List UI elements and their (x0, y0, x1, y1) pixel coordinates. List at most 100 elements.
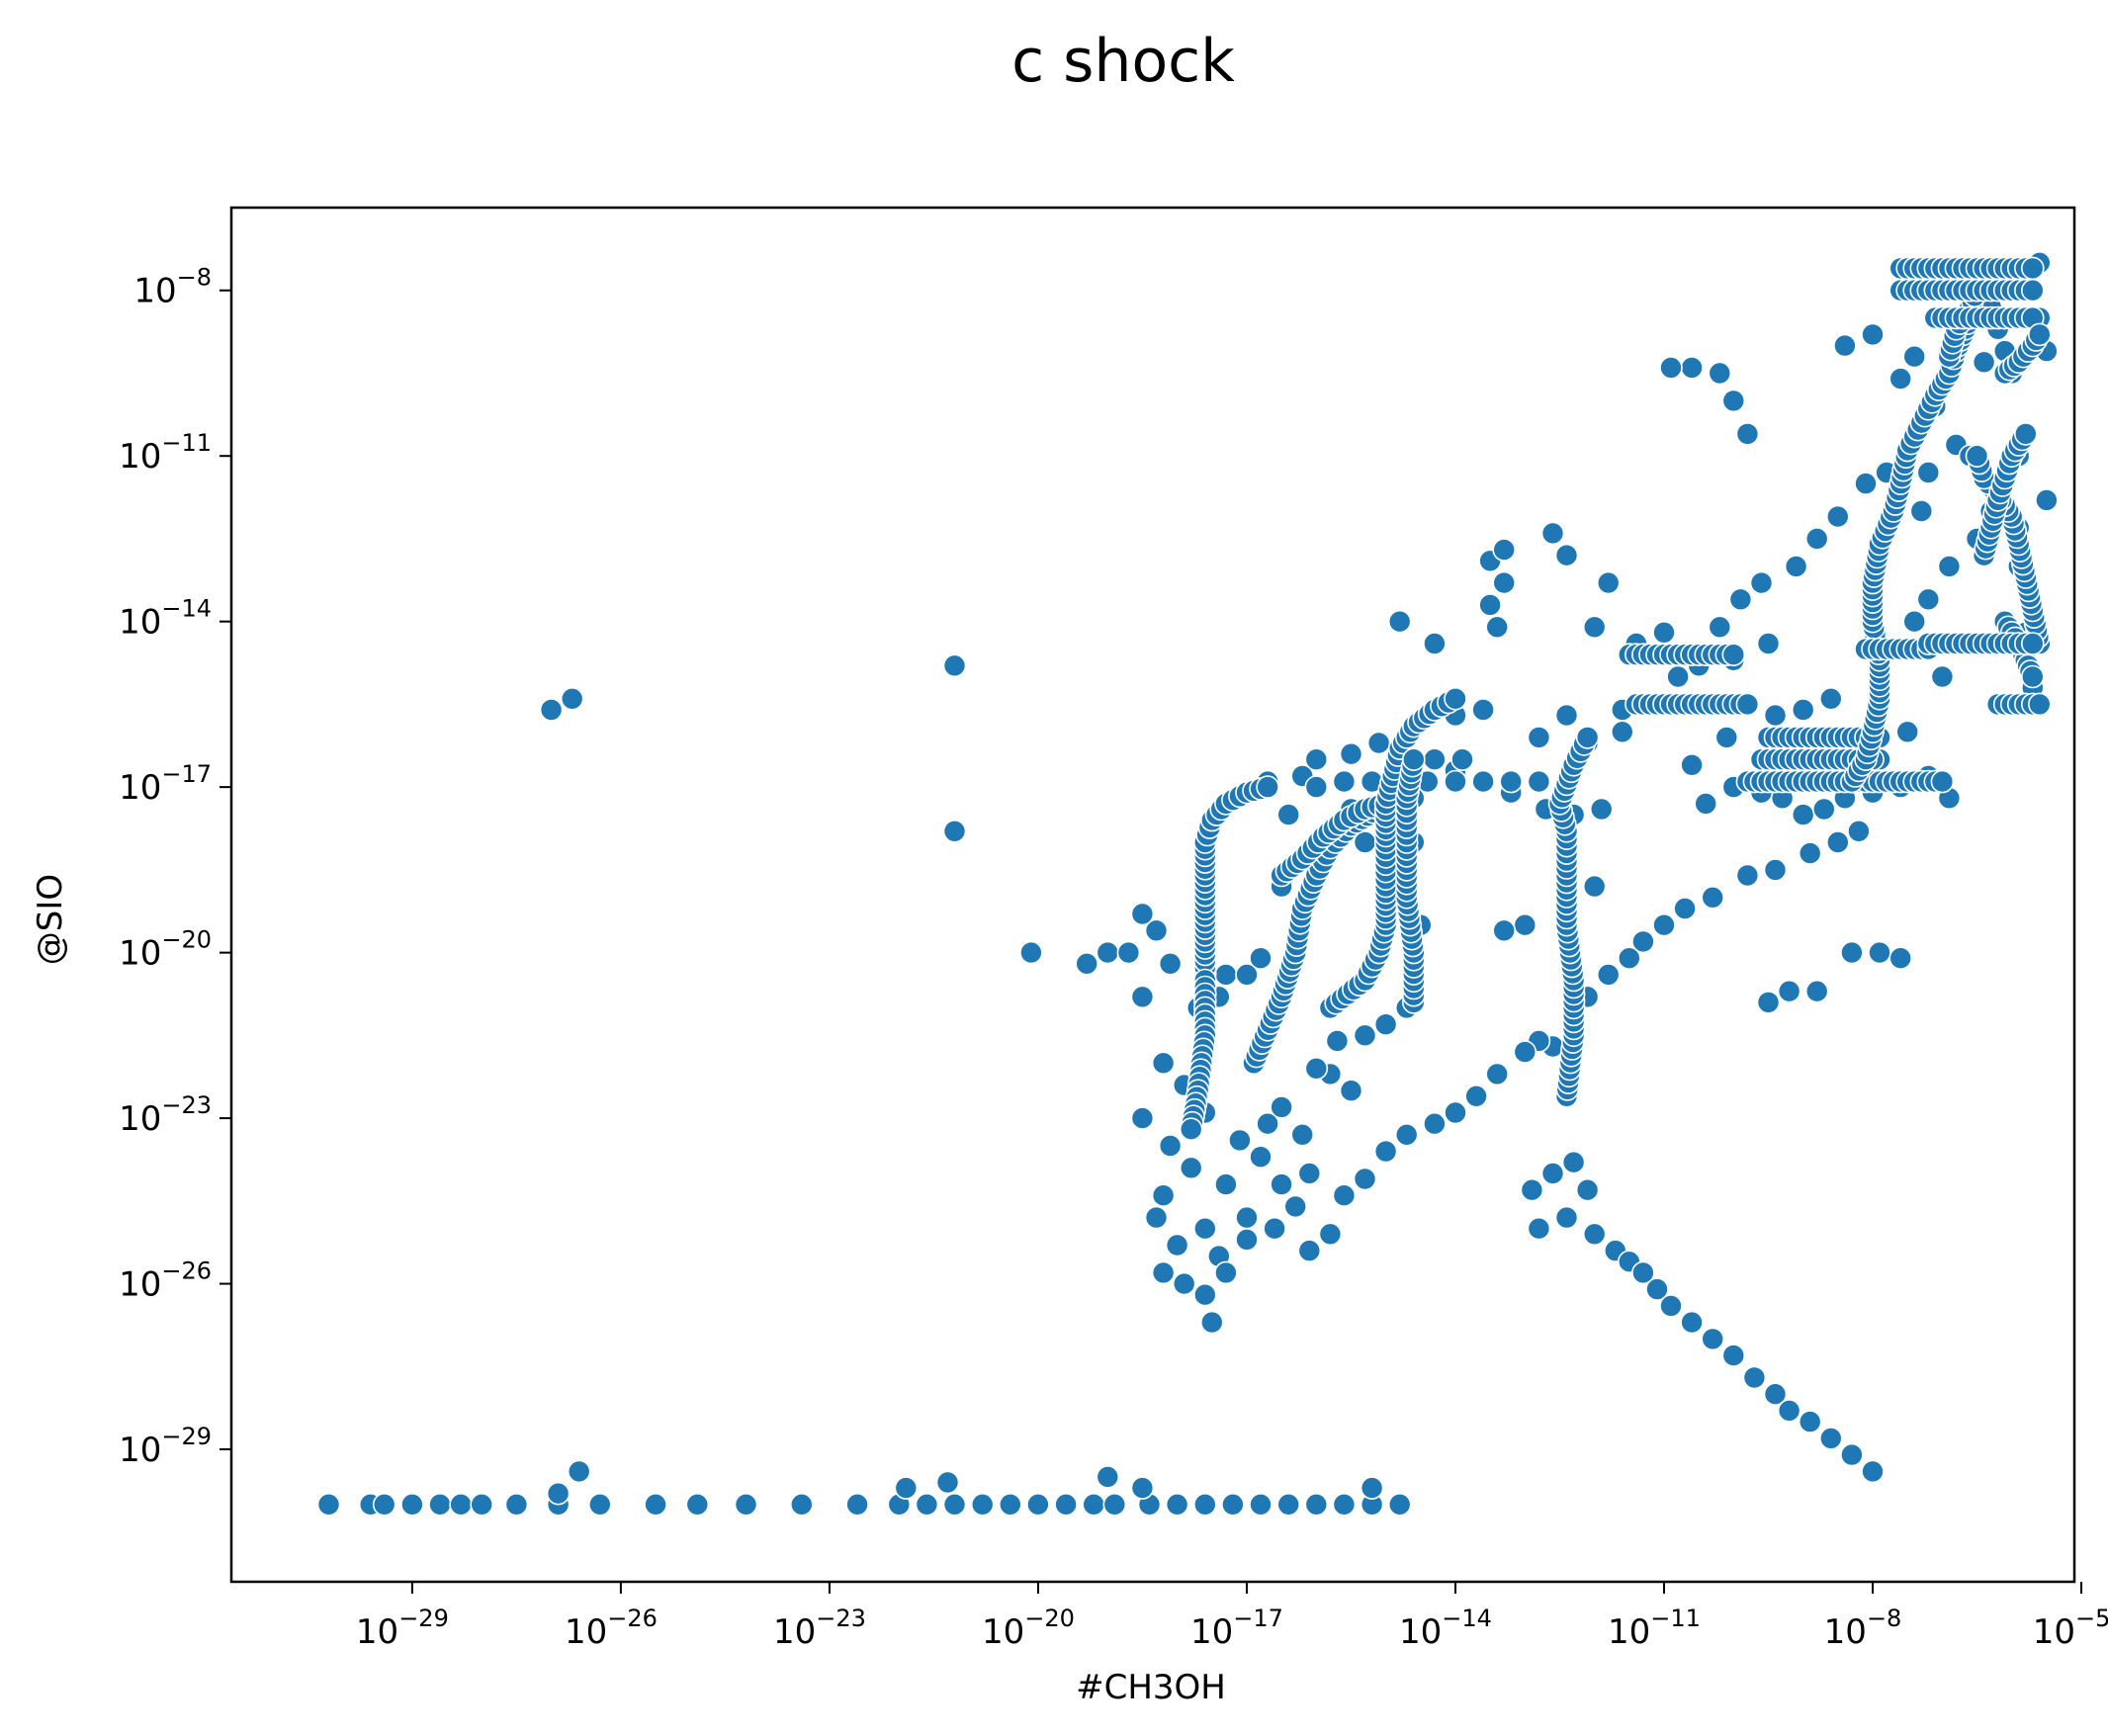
data-point-199 (1527, 1216, 1551, 1241)
data-point-241 (1937, 555, 1962, 578)
data-point-62 (1130, 1106, 1155, 1130)
x-tick-label-2: 10−23 (773, 1605, 866, 1652)
data-point-190 (1353, 1167, 1377, 1191)
data-point-807 (2021, 256, 2045, 281)
data-point-115 (1444, 769, 1467, 794)
data-point-175 (1652, 912, 1676, 937)
data-point-143 (1611, 720, 1634, 744)
data-point-639 (1930, 769, 1955, 794)
data-point-205 (1659, 1294, 1683, 1318)
plot-frame (229, 206, 2076, 1584)
data-point-84 (1256, 1111, 1279, 1136)
data-point-768 (1965, 444, 1989, 469)
data-point-336 (1179, 1117, 1203, 1141)
data-point-80 (1297, 1162, 1322, 1185)
data-point-5 (449, 1493, 473, 1517)
data-point-65 (1151, 1183, 1176, 1207)
data-point-20 (1026, 1493, 1050, 1517)
data-point-67 (1144, 1205, 1169, 1230)
data-point-211 (1777, 1399, 1801, 1423)
data-point-787 (2014, 422, 2038, 446)
data-point-7 (504, 1493, 529, 1517)
data-point-234 (1708, 615, 1732, 640)
data-point-313 (1256, 775, 1279, 799)
data-point-139 (1554, 703, 1579, 728)
data-point-56 (1130, 985, 1155, 1009)
data-point-196 (1561, 1150, 1586, 1174)
data-point-38 (1096, 1465, 1120, 1489)
x-tick-label-7: 10−8 (1824, 1605, 1902, 1652)
data-point-75 (1172, 1271, 1196, 1296)
data-point-156 (1680, 752, 1704, 777)
data-point-231 (1784, 555, 1808, 578)
data-point-169 (1826, 830, 1850, 854)
data-point-31 (1332, 1493, 1357, 1517)
data-point-78 (1263, 1216, 1286, 1241)
data-point-543 (1575, 726, 1600, 749)
data-point-217 (1721, 389, 1746, 413)
data-point-214 (1840, 1442, 1864, 1467)
data-point-101 (1339, 741, 1363, 766)
data-point-88 (1339, 1079, 1363, 1102)
data-point-177 (1618, 946, 1641, 971)
data-point-270 (2035, 488, 2059, 512)
data-point-185 (1464, 1085, 1488, 1108)
x-tick-label-8: 10−5 (2033, 1605, 2108, 1652)
data-point-79 (1283, 1194, 1307, 1219)
data-point-242 (1916, 587, 1941, 612)
data-point-194 (1520, 1177, 1544, 1202)
data-point-110 (1304, 775, 1329, 799)
data-point-74 (1214, 1260, 1238, 1285)
data-point-178 (1596, 963, 1621, 987)
data-point-187 (1423, 1111, 1447, 1136)
data-point-55 (1249, 946, 1273, 971)
data-point-197 (1575, 1177, 1600, 1202)
data-point-23 (1102, 1493, 1127, 1517)
data-point-83 (1228, 1128, 1252, 1153)
data-point-48 (1116, 940, 1141, 965)
data-point-6 (470, 1493, 494, 1517)
data-point-34 (567, 1459, 591, 1484)
x-tick-label-4: 10−17 (1190, 1605, 1283, 1652)
data-point-64 (1179, 1156, 1203, 1180)
data-point-184 (1485, 1062, 1509, 1086)
data-point-490 (1402, 747, 1426, 772)
data-point-220 (1659, 356, 1683, 380)
data-points (316, 250, 2059, 1517)
data-point-12 (734, 1493, 758, 1517)
data-point-45 (1019, 940, 1043, 965)
data-point-39 (1360, 1476, 1384, 1500)
data-point-174 (1673, 897, 1697, 920)
data-point-203 (1631, 1260, 1655, 1285)
data-point-26 (1193, 1493, 1217, 1517)
data-point-28 (1249, 1493, 1273, 1517)
data-point-183 (1513, 1040, 1537, 1064)
data-point-90 (1325, 1029, 1350, 1053)
y-tick-label-4: 10−17 (119, 760, 212, 808)
data-point-40 (1130, 1476, 1155, 1500)
data-point-126 (1387, 609, 1412, 634)
data-point-73 (1193, 1282, 1217, 1307)
data-point-0 (316, 1493, 341, 1517)
data-point-43 (942, 653, 967, 678)
data-point-3 (400, 1493, 424, 1517)
data-point-155 (1714, 726, 1739, 749)
data-point-154 (1819, 686, 1843, 711)
data-point-25 (1165, 1493, 1189, 1517)
data-point-129 (1492, 570, 1516, 595)
data-point-69 (1165, 1233, 1189, 1258)
data-point-221 (1833, 333, 1857, 358)
data-point-216 (1708, 361, 1732, 386)
data-point-11 (685, 1493, 710, 1517)
data-point-50 (1158, 951, 1183, 976)
data-point-153 (1791, 698, 1815, 722)
data-point-63 (1158, 1134, 1183, 1158)
data-point-208 (1721, 1344, 1746, 1367)
data-point-2 (372, 1493, 396, 1517)
y-tick-label-2: 10−23 (119, 1091, 212, 1139)
data-point-224 (1888, 367, 1912, 391)
x-tick-label-3: 10−20 (982, 1605, 1075, 1652)
x-axis-ticks: 10−29 10−26 10−23 10−20 10−17 10−14 10−11 10−8 1… (356, 1582, 2108, 1652)
data-point-133 (1540, 521, 1565, 546)
